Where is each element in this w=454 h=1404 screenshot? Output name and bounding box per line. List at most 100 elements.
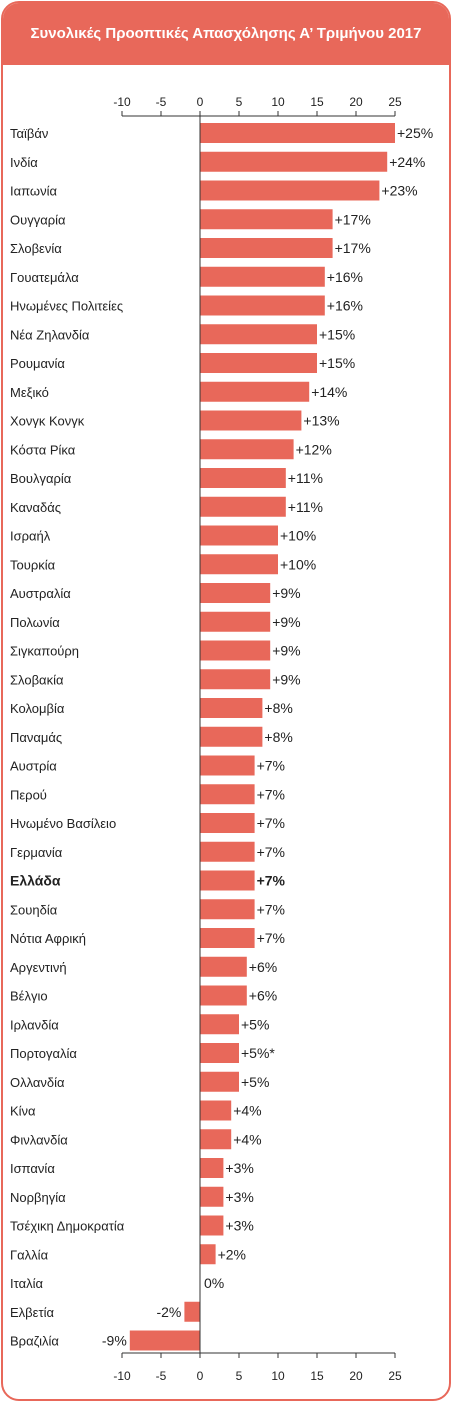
category-label: Κολομβία (10, 701, 65, 716)
bar (200, 1014, 239, 1035)
category-label: Ηνωμένες Πολιτείες (10, 299, 123, 314)
bar (200, 180, 380, 201)
data-label: +16% (327, 269, 363, 285)
bar (200, 238, 333, 258)
category-label: Ιρλανδία (10, 1017, 59, 1032)
bar (200, 841, 255, 862)
data-label: +11% (288, 499, 323, 515)
bar (200, 870, 255, 891)
category-label: Νότια Αφρική (10, 931, 86, 946)
data-label: +23% (381, 183, 417, 199)
data-label: +17% (335, 240, 371, 256)
category-label: Ιαπωνία (10, 184, 57, 199)
data-label: +15% (319, 326, 355, 342)
category-label: Καναδάς (10, 500, 61, 515)
top-axis-tick-label: 10 (271, 95, 285, 109)
category-label: Αυστραλία (10, 586, 71, 601)
data-label: +7% (257, 873, 286, 889)
data-label: +24% (389, 154, 425, 170)
category-label: Μεξικό (10, 385, 49, 400)
chart-title: Συνολικές Προοπτικές Απασχόλησης Α’ Τριμ… (30, 25, 422, 42)
category-label: Σλοβενία (10, 241, 62, 256)
data-label: -9% (102, 1333, 127, 1349)
bar (200, 1129, 232, 1150)
top-axis-tick-label: -10 (113, 95, 131, 109)
bottom-axis-tick-label: 25 (388, 1369, 402, 1383)
data-label: +12% (296, 441, 332, 457)
data-label: -2% (156, 1304, 181, 1320)
bottom-axis-tick-label: 20 (349, 1369, 363, 1383)
bar (200, 295, 325, 316)
category-label: Ουγγαρία (10, 212, 66, 227)
bar (200, 726, 263, 747)
bar (200, 813, 255, 833)
bar (200, 381, 310, 402)
bar (200, 640, 271, 661)
data-label: +15% (319, 355, 355, 371)
data-label: +11% (288, 470, 323, 486)
bottom-axis-tick-label: 0 (197, 1369, 204, 1383)
data-label: +10% (280, 556, 316, 572)
bottom-axis-tick-label: 5 (236, 1369, 243, 1383)
category-label: Ολλανδία (10, 1075, 65, 1090)
category-label: Τουρκία (10, 557, 56, 572)
data-label: +5%* (241, 1045, 275, 1061)
bar (200, 266, 325, 287)
data-label: +7% (257, 901, 285, 917)
data-label: +2% (218, 1246, 246, 1262)
bottom-axis-tick-label: 15 (310, 1369, 324, 1383)
category-label: Κίνα (10, 1104, 36, 1119)
data-label: +25% (397, 125, 433, 141)
category-label: Ινδία (10, 155, 38, 170)
data-label: +14% (311, 384, 347, 400)
data-label: +3% (225, 1160, 253, 1176)
data-label: +17% (335, 211, 371, 227)
top-axis-tick-label: 5 (236, 95, 243, 109)
category-label: Τσέχικη Δημοκρατία (10, 1219, 125, 1234)
title-banner: Συνολικές Προοπτικές Απασχόλησης Α’ Τριμ… (3, 3, 449, 65)
bar (200, 583, 271, 603)
top-axis-tick-label: 20 (349, 95, 363, 109)
bottom-axis-tick-label: -5 (156, 1369, 167, 1383)
top-axis-tick-label: -5 (156, 95, 167, 109)
category-label: Αργεντινή (10, 960, 67, 975)
category-label: Σλοβακία (10, 672, 64, 687)
category-label: Ισραήλ (10, 529, 51, 544)
bar (200, 554, 278, 575)
bar (200, 123, 395, 143)
data-label: +7% (257, 758, 285, 774)
category-label: Περού (10, 787, 47, 802)
data-label: +16% (327, 298, 363, 314)
bar (200, 1215, 224, 1236)
category-label: Γουατεμάλα (10, 270, 79, 285)
data-label: +9% (272, 643, 300, 659)
top-axis-tick-label: 15 (310, 95, 324, 109)
bar (200, 353, 317, 373)
data-label: +6% (249, 988, 277, 1004)
bar (200, 1158, 224, 1178)
top-axis-tick-label: 0 (197, 95, 204, 109)
category-label: Ιταλία (10, 1276, 43, 1291)
bar (129, 1330, 200, 1351)
bar (200, 439, 294, 460)
data-label: +9% (272, 671, 300, 687)
category-label: Ελλάδα (10, 873, 61, 889)
data-label: +9% (272, 614, 300, 630)
data-label: +7% (257, 815, 285, 831)
bar (200, 324, 317, 345)
category-label: Νορβηγία (10, 1190, 66, 1205)
category-label: Γερμανία (10, 845, 63, 860)
data-label: +5% (241, 1016, 269, 1032)
bar (200, 755, 255, 776)
category-label: Βουλγαρία (10, 471, 72, 486)
top-axis-tick-label: 25 (388, 95, 402, 109)
bar (200, 1100, 232, 1121)
bar (200, 468, 286, 488)
category-label: Νέα Ζηλανδία (10, 327, 90, 342)
bar (200, 985, 247, 1006)
bar (200, 151, 388, 172)
bar (200, 899, 255, 920)
bar (200, 496, 286, 517)
bar (200, 669, 271, 690)
